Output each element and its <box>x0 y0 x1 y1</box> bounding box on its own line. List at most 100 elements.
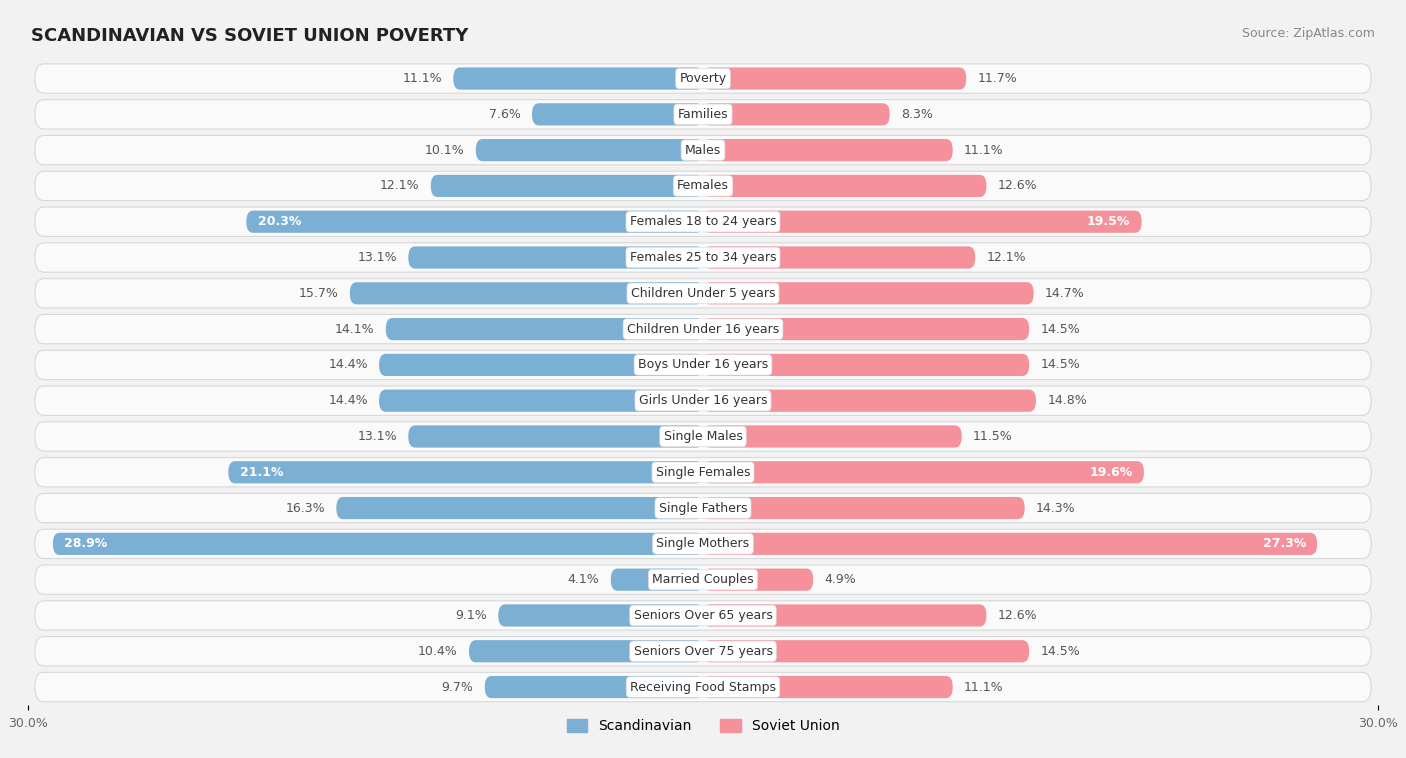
Text: 12.1%: 12.1% <box>987 251 1026 264</box>
FancyBboxPatch shape <box>35 243 1371 272</box>
FancyBboxPatch shape <box>703 318 1029 340</box>
FancyBboxPatch shape <box>703 175 987 197</box>
Text: 14.4%: 14.4% <box>328 394 368 407</box>
Text: Single Females: Single Females <box>655 465 751 479</box>
Text: 14.5%: 14.5% <box>1040 359 1080 371</box>
Text: Females: Females <box>678 180 728 193</box>
Text: Boys Under 16 years: Boys Under 16 years <box>638 359 768 371</box>
Text: 4.1%: 4.1% <box>568 573 599 586</box>
FancyBboxPatch shape <box>470 641 703 662</box>
FancyBboxPatch shape <box>228 461 703 484</box>
Text: Source: ZipAtlas.com: Source: ZipAtlas.com <box>1241 27 1375 39</box>
FancyBboxPatch shape <box>35 421 1371 451</box>
FancyBboxPatch shape <box>703 354 1029 376</box>
FancyBboxPatch shape <box>35 315 1371 344</box>
Text: SCANDINAVIAN VS SOVIET UNION POVERTY: SCANDINAVIAN VS SOVIET UNION POVERTY <box>31 27 468 45</box>
FancyBboxPatch shape <box>430 175 703 197</box>
FancyBboxPatch shape <box>531 103 703 125</box>
Text: 13.1%: 13.1% <box>357 430 396 443</box>
Text: 9.1%: 9.1% <box>456 609 486 622</box>
FancyBboxPatch shape <box>453 67 703 89</box>
FancyBboxPatch shape <box>336 497 703 519</box>
FancyBboxPatch shape <box>35 279 1371 308</box>
FancyBboxPatch shape <box>703 67 966 89</box>
FancyBboxPatch shape <box>703 676 953 698</box>
Text: 14.3%: 14.3% <box>1036 502 1076 515</box>
FancyBboxPatch shape <box>35 350 1371 380</box>
Text: 14.5%: 14.5% <box>1040 323 1080 336</box>
FancyBboxPatch shape <box>703 390 1036 412</box>
FancyBboxPatch shape <box>35 99 1371 129</box>
Text: 12.6%: 12.6% <box>998 180 1038 193</box>
FancyBboxPatch shape <box>35 637 1371 666</box>
FancyBboxPatch shape <box>703 497 1025 519</box>
Text: 12.1%: 12.1% <box>380 180 419 193</box>
Text: 14.1%: 14.1% <box>335 323 374 336</box>
Text: Children Under 16 years: Children Under 16 years <box>627 323 779 336</box>
FancyBboxPatch shape <box>35 136 1371 164</box>
FancyBboxPatch shape <box>703 103 890 125</box>
Text: 4.9%: 4.9% <box>824 573 856 586</box>
FancyBboxPatch shape <box>408 246 703 268</box>
Text: Males: Males <box>685 143 721 157</box>
Text: 14.7%: 14.7% <box>1045 287 1084 300</box>
FancyBboxPatch shape <box>408 425 703 447</box>
Text: 14.8%: 14.8% <box>1047 394 1087 407</box>
FancyBboxPatch shape <box>703 425 962 447</box>
FancyBboxPatch shape <box>246 211 703 233</box>
Text: 28.9%: 28.9% <box>65 537 107 550</box>
Legend: Scandinavian, Soviet Union: Scandinavian, Soviet Union <box>567 719 839 734</box>
FancyBboxPatch shape <box>35 207 1371 236</box>
Text: 20.3%: 20.3% <box>257 215 301 228</box>
Text: 27.3%: 27.3% <box>1263 537 1306 550</box>
Text: 14.5%: 14.5% <box>1040 645 1080 658</box>
FancyBboxPatch shape <box>380 354 703 376</box>
FancyBboxPatch shape <box>35 493 1371 523</box>
Text: Married Couples: Married Couples <box>652 573 754 586</box>
Text: 19.6%: 19.6% <box>1090 465 1133 479</box>
Text: 14.4%: 14.4% <box>328 359 368 371</box>
Text: Single Males: Single Males <box>664 430 742 443</box>
FancyBboxPatch shape <box>485 676 703 698</box>
Text: 19.5%: 19.5% <box>1087 215 1130 228</box>
Text: Seniors Over 75 years: Seniors Over 75 years <box>634 645 772 658</box>
Text: Receiving Food Stamps: Receiving Food Stamps <box>630 681 776 694</box>
Text: 11.7%: 11.7% <box>977 72 1017 85</box>
FancyBboxPatch shape <box>610 568 703 590</box>
FancyBboxPatch shape <box>703 139 953 161</box>
FancyBboxPatch shape <box>703 641 1029 662</box>
Text: Females 18 to 24 years: Females 18 to 24 years <box>630 215 776 228</box>
Text: Females 25 to 34 years: Females 25 to 34 years <box>630 251 776 264</box>
FancyBboxPatch shape <box>350 282 703 305</box>
FancyBboxPatch shape <box>53 533 703 555</box>
Text: Families: Families <box>678 108 728 121</box>
Text: 11.1%: 11.1% <box>402 72 441 85</box>
Text: 10.1%: 10.1% <box>425 143 464 157</box>
FancyBboxPatch shape <box>703 282 1033 305</box>
Text: 9.7%: 9.7% <box>441 681 474 694</box>
FancyBboxPatch shape <box>35 672 1371 702</box>
FancyBboxPatch shape <box>703 533 1317 555</box>
Text: 8.3%: 8.3% <box>901 108 932 121</box>
Text: 11.1%: 11.1% <box>965 681 1004 694</box>
FancyBboxPatch shape <box>35 458 1371 487</box>
Text: 12.6%: 12.6% <box>998 609 1038 622</box>
FancyBboxPatch shape <box>703 211 1142 233</box>
Text: 15.7%: 15.7% <box>298 287 339 300</box>
Text: 11.5%: 11.5% <box>973 430 1012 443</box>
Text: 10.4%: 10.4% <box>418 645 458 658</box>
FancyBboxPatch shape <box>380 390 703 412</box>
FancyBboxPatch shape <box>475 139 703 161</box>
FancyBboxPatch shape <box>35 386 1371 415</box>
Text: Single Mothers: Single Mothers <box>657 537 749 550</box>
FancyBboxPatch shape <box>35 64 1371 93</box>
FancyBboxPatch shape <box>703 461 1144 484</box>
FancyBboxPatch shape <box>35 601 1371 630</box>
Text: 21.1%: 21.1% <box>239 465 283 479</box>
FancyBboxPatch shape <box>385 318 703 340</box>
FancyBboxPatch shape <box>703 604 987 627</box>
Text: Poverty: Poverty <box>679 72 727 85</box>
Text: 13.1%: 13.1% <box>357 251 396 264</box>
FancyBboxPatch shape <box>35 529 1371 559</box>
FancyBboxPatch shape <box>35 171 1371 201</box>
